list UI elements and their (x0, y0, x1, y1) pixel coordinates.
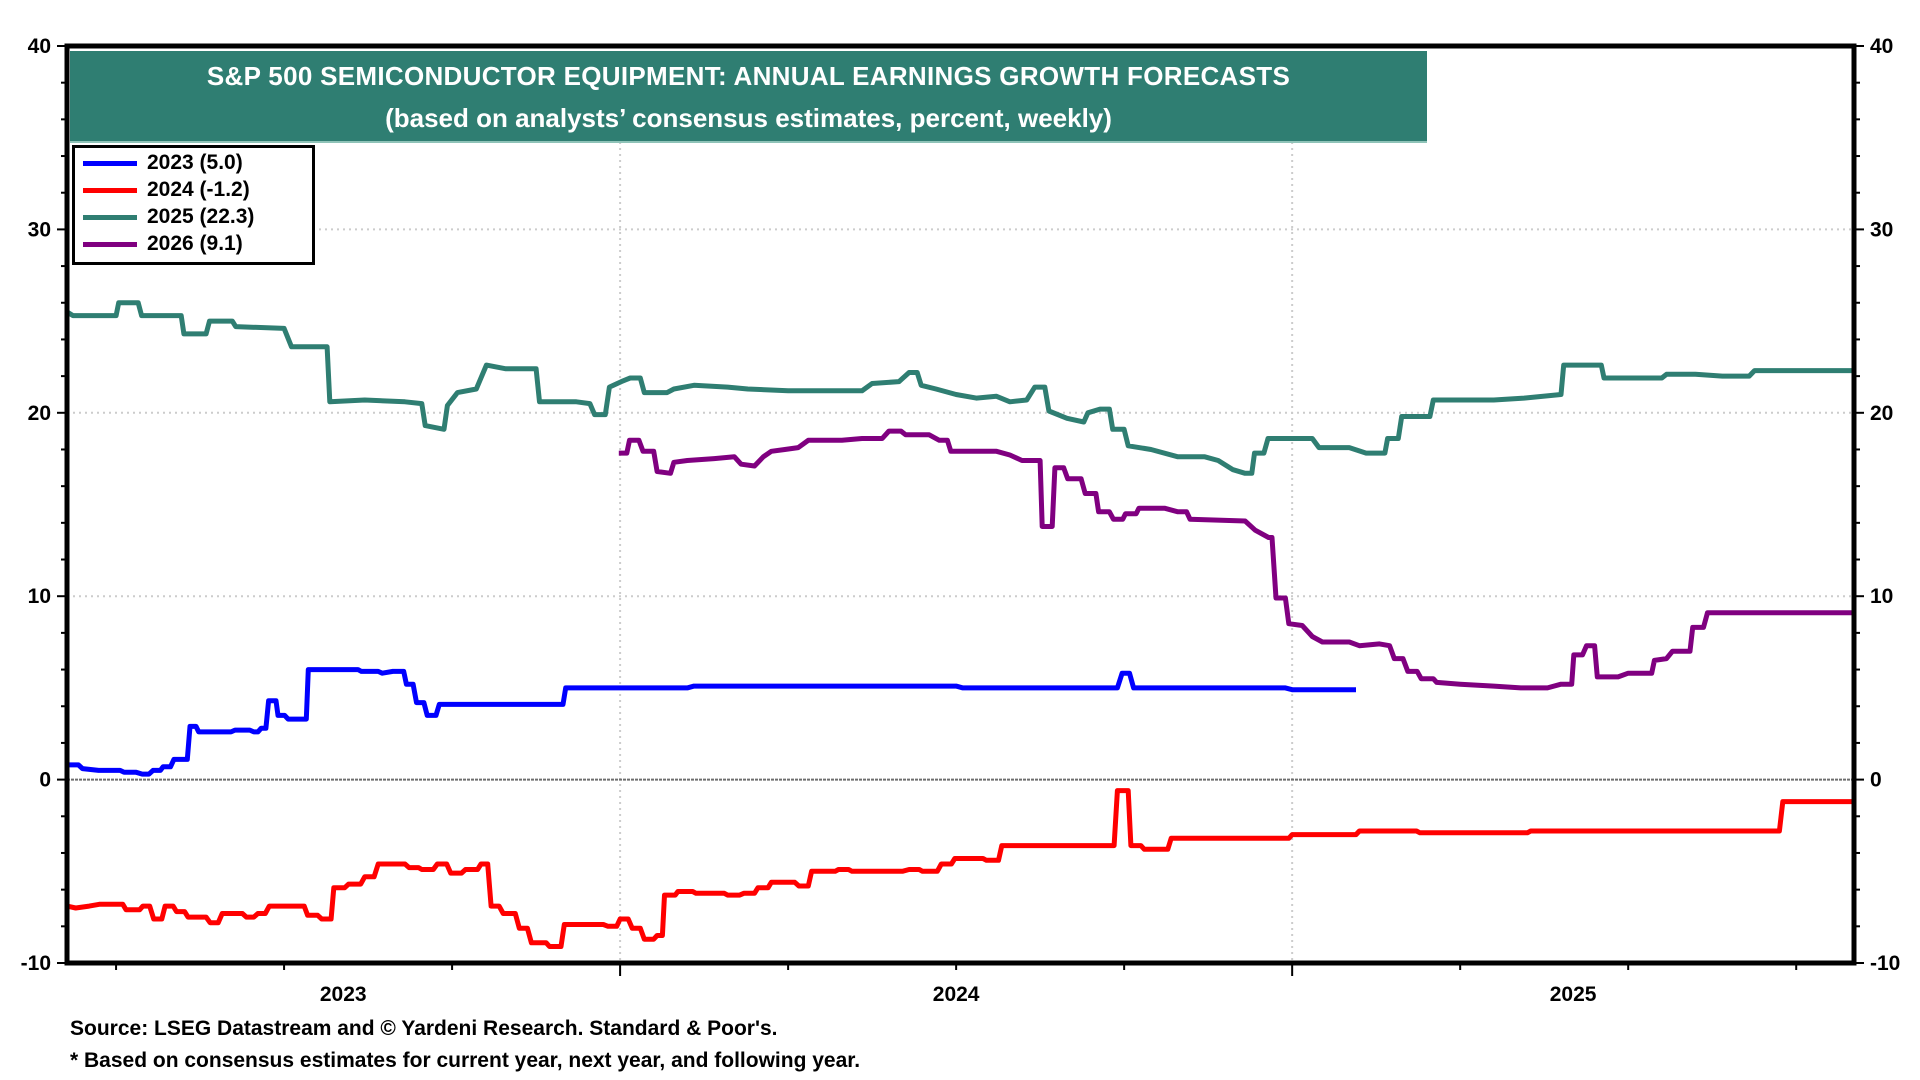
series-lines (65, 300, 1854, 949)
y-tick-label-left: 20 (28, 402, 51, 425)
legend-label-2024: 2024 (-1.2) (147, 178, 250, 201)
legend-swatch-2023 (83, 160, 137, 166)
legend-swatch-2025 (83, 214, 137, 220)
y-tick-label-right: 20 (1870, 402, 1893, 425)
chart-subtitle: (based on analysts’ consensus estimates,… (385, 103, 1112, 133)
y-tick-label-right: 30 (1870, 218, 1893, 241)
axes (57, 43, 1864, 976)
legend-swatch-2024 (83, 187, 137, 193)
y-tick-label-left: 30 (28, 218, 51, 241)
x-tick-label-2025: 2025 (1550, 983, 1597, 1006)
legend-label-2025: 2025 (22.3) (147, 205, 255, 228)
y-tick-label-right: 10 (1870, 585, 1893, 608)
legend: 2023 (5.0) 2024 (-1.2) 2025 (22.3) 2026 … (72, 145, 315, 265)
legend-label-2026: 2026 (9.1) (147, 232, 243, 255)
legend-label-2023: 2023 (5.0) (147, 151, 243, 174)
series-line-2024 (66, 788, 1854, 949)
gridlines (67, 46, 1854, 963)
series-line-2023 (67, 667, 1356, 777)
y-axis-left-labels: 40 30 20 10 0 -10 (21, 35, 51, 975)
y-tick-label-left: 10 (28, 585, 51, 608)
legend-item-2025: 2025 (22.3) (83, 204, 254, 230)
y-tick-label-right: 40 (1870, 35, 1893, 58)
footnote: * Based on consensus estimates for curre… (70, 1049, 861, 1072)
source-note: Source: LSEG Datastream and © Yardeni Re… (70, 1017, 778, 1040)
y-axis-right-labels: 40 30 20 10 0 -10 (1870, 35, 1900, 975)
series-line-2026 (618, 428, 1854, 691)
legend-item-2023: 2023 (5.0) (83, 150, 243, 176)
chart-title-box: S&P 500 SEMICONDUCTOR EQUIPMENT: ANNUAL … (70, 51, 1427, 143)
y-tick-label-left: -10 (21, 952, 51, 975)
legend-item-2024: 2024 (-1.2) (83, 177, 250, 203)
y-tick-label-right: -10 (1870, 952, 1900, 975)
plot-frame (64, 43, 1857, 966)
y-tick-label-right: 0 (1870, 769, 1882, 792)
legend-item-2026: 2026 (9.1) (83, 231, 243, 257)
x-tick-label-2023: 2023 (320, 983, 367, 1006)
chart-title: S&P 500 SEMICONDUCTOR EQUIPMENT: ANNUAL … (206, 61, 1291, 91)
y-tick-label-left: 40 (28, 35, 51, 58)
x-tick-label-2024: 2024 (933, 983, 980, 1006)
x-axis-labels: 2023 2024 2025 (320, 983, 1597, 1006)
legend-swatch-2026 (83, 241, 137, 247)
y-tick-label-left: 0 (39, 769, 51, 792)
series-line-2025 (65, 300, 1854, 476)
